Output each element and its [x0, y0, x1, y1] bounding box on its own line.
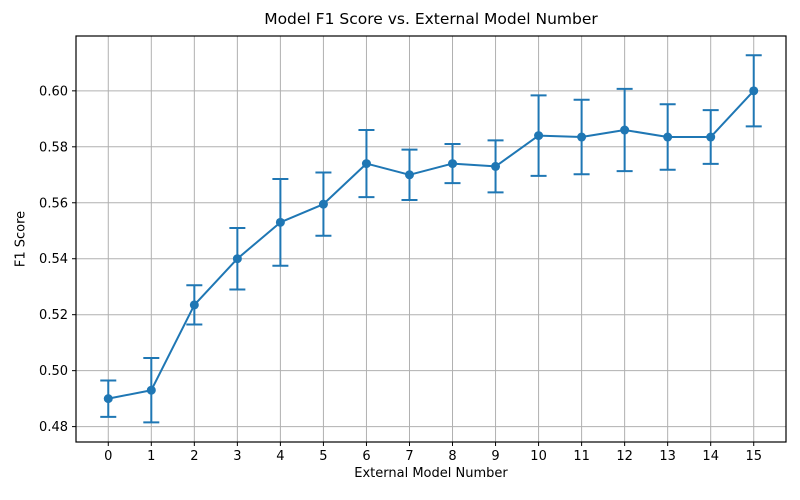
x-tick-label: 7 [405, 449, 413, 464]
data-point [361, 159, 371, 169]
x-tick-labels: 0 1 2 3 4 5 6 7 8 9 10 11 12 13 14 15 [104, 449, 762, 464]
data-point [146, 385, 156, 395]
x-tick-label: 3 [233, 449, 241, 464]
data-point [318, 199, 328, 209]
x-tick-label: 12 [616, 449, 633, 464]
data-point [448, 159, 458, 169]
data-point [749, 86, 759, 96]
data-point [577, 132, 587, 142]
data-point [706, 132, 716, 142]
tick-marks [72, 90, 755, 446]
x-tick-label: 11 [573, 449, 590, 464]
y-tick-label: 0.58 [39, 140, 68, 155]
data-point [232, 254, 242, 264]
x-tick-label: 4 [276, 449, 284, 464]
data-point [404, 170, 414, 180]
x-tick-label: 5 [319, 449, 327, 464]
x-tick-label: 15 [745, 449, 762, 464]
y-tick-label: 0.50 [39, 364, 68, 379]
data-point [534, 131, 544, 141]
x-tick-label: 8 [448, 449, 456, 464]
error-bars [100, 54, 762, 424]
data-point [620, 125, 630, 135]
y-tick-label: 0.54 [39, 252, 68, 267]
y-axis-label: F1 Score [13, 210, 29, 268]
y-tick-label: 0.60 [39, 84, 68, 99]
data-line [107, 89, 755, 400]
x-tick-label: 13 [659, 449, 676, 464]
x-axis-label: External Model Number [354, 466, 508, 481]
y-tick-label: 0.48 [39, 420, 68, 435]
grid-lines [76, 36, 786, 442]
y-tick-label: 0.52 [39, 308, 68, 323]
axes-spines [75, 35, 787, 443]
x-tick-label: 6 [362, 449, 370, 464]
chart-title: Model F1 Score vs. External Model Number [264, 10, 598, 28]
data-point [663, 132, 673, 142]
data-point [103, 394, 113, 404]
x-tick-label: 10 [530, 449, 547, 464]
data-point [491, 161, 501, 171]
x-tick-label: 9 [491, 449, 499, 464]
data-point [189, 300, 199, 310]
data-point [275, 217, 285, 227]
y-tick-labels: 0.48 0.50 0.52 0.54 0.56 0.58 0.60 [39, 84, 68, 435]
x-tick-label: 1 [147, 449, 155, 464]
data-markers [103, 86, 759, 404]
y-tick-label: 0.56 [39, 196, 68, 211]
x-tick-label: 14 [702, 449, 719, 464]
x-tick-label: 0 [104, 449, 112, 464]
x-tick-label: 2 [190, 449, 198, 464]
